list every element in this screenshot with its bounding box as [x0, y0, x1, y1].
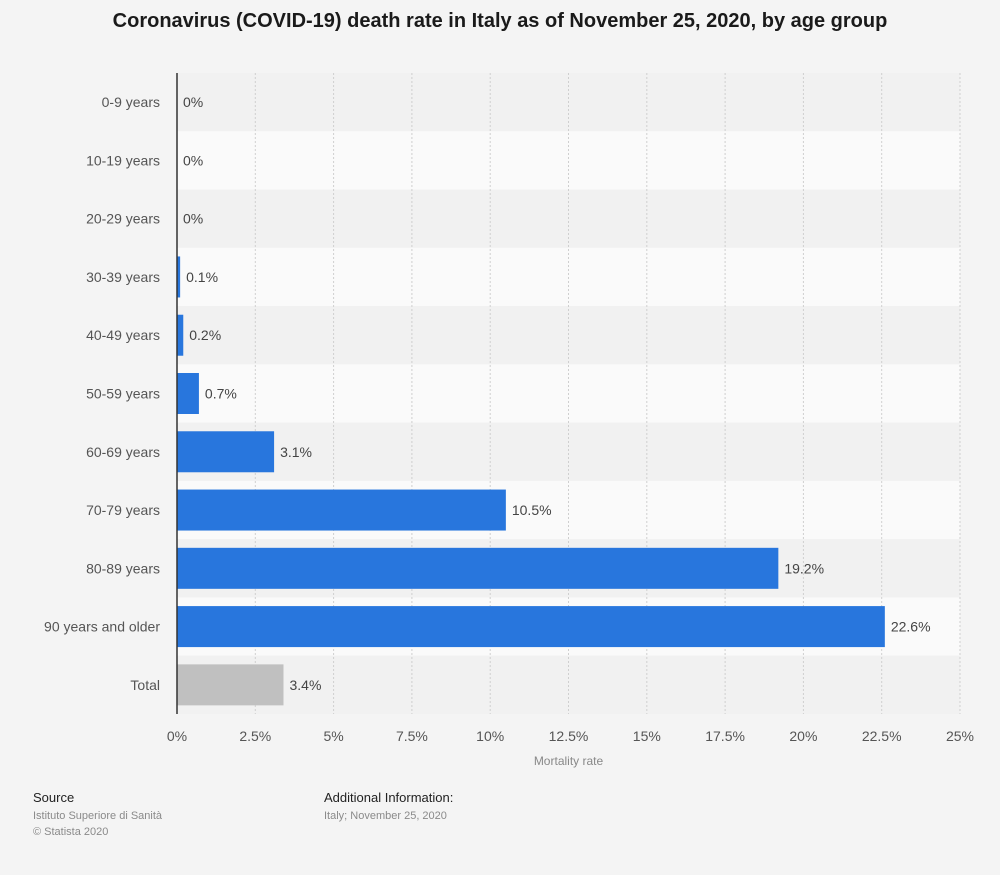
bar	[177, 373, 199, 414]
value-label: 3.1%	[280, 444, 312, 460]
category-label: 0-9 years	[102, 94, 160, 110]
bar	[177, 606, 885, 648]
bar	[177, 314, 184, 356]
x-tick-label: 2.5%	[239, 728, 271, 744]
info-heading: Additional Information:	[324, 790, 454, 805]
value-label: 10.5%	[512, 502, 552, 518]
x-tick-label: 20%	[789, 728, 817, 744]
bar	[177, 664, 284, 706]
bar	[177, 431, 275, 473]
x-tick-label: 12.5%	[549, 728, 589, 744]
value-label: 3.4%	[289, 677, 321, 693]
category-label: 40-49 years	[86, 327, 160, 343]
additional-info-block: Additional Information: Italy; November …	[324, 790, 453, 824]
category-label: 50-59 years	[86, 386, 160, 402]
value-label: 0.2%	[189, 327, 221, 343]
value-label: 0%	[183, 94, 203, 110]
source-name: Istituto Superiore di Sanità	[33, 810, 163, 822]
category-label: Total	[130, 677, 160, 693]
copyright: © Statista 2020	[33, 826, 109, 838]
category-label: 10-19 years	[86, 152, 160, 168]
x-tick-label: 0%	[167, 728, 187, 744]
category-label: 60-69 years	[86, 444, 160, 460]
category-label: 30-39 years	[86, 269, 160, 285]
x-tick-label: 25%	[946, 728, 974, 744]
x-tick-label: 22.5%	[862, 728, 902, 744]
source-block: Source Istituto Superiore di Sanità © St…	[33, 790, 162, 840]
value-label: 0%	[183, 211, 203, 227]
bar	[177, 547, 779, 589]
value-label: 19.2%	[784, 560, 824, 576]
x-tick-label: 15%	[633, 728, 661, 744]
value-label: 0.1%	[186, 269, 218, 285]
category-label: 80-89 years	[86, 560, 160, 576]
x-tick-label: 7.5%	[396, 728, 428, 744]
source-heading: Source	[33, 790, 75, 805]
row-band	[177, 422, 960, 481]
value-label: 0%	[183, 152, 203, 168]
category-label: 90 years and older	[44, 619, 160, 635]
x-axis-title: Mortality rate	[534, 754, 604, 768]
x-tick-label: 10%	[476, 728, 504, 744]
x-tick-label: 17.5%	[705, 728, 745, 744]
x-tick-label: 5%	[323, 728, 343, 744]
chart-title: Coronavirus (COVID-19) death rate in Ita…	[112, 10, 888, 32]
bar	[177, 489, 506, 531]
row-band	[177, 131, 960, 190]
category-label: 20-29 years	[86, 211, 160, 227]
info-detail: Italy; November 25, 2020	[324, 810, 447, 822]
value-label: 0.7%	[205, 386, 237, 402]
value-label: 22.6%	[891, 619, 931, 635]
bar	[177, 256, 181, 298]
category-label: 70-79 years	[86, 502, 160, 518]
bar-chart: 0-9 years 0% 10-19 years 0% 20-29 years 0% 30-…	[44, 73, 974, 768]
